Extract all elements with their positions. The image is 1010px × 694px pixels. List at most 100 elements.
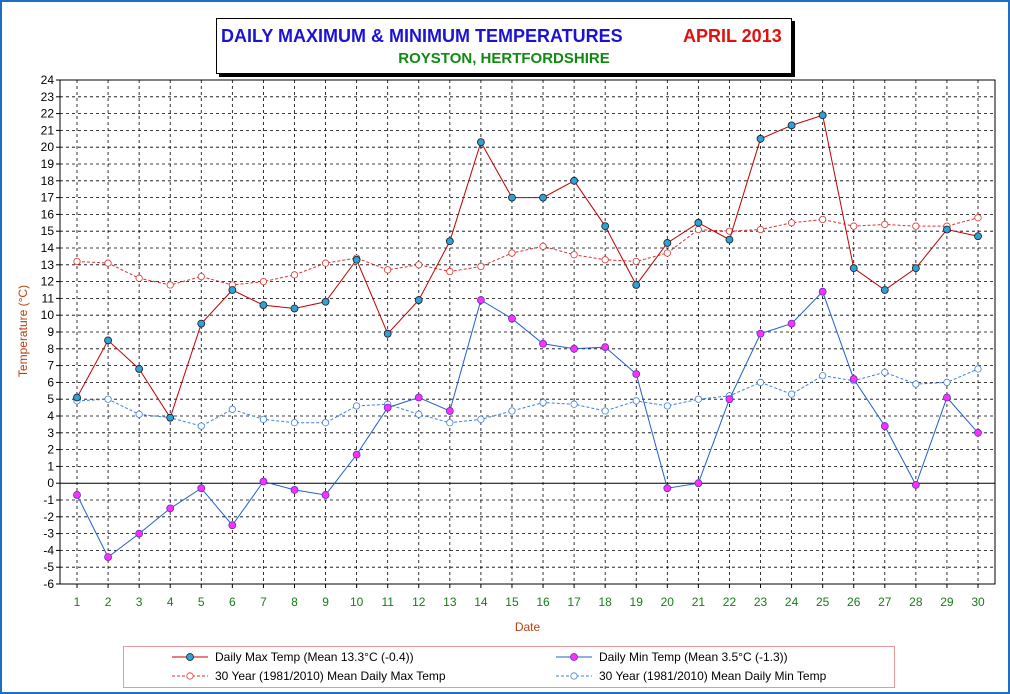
point-daily-min — [352, 450, 361, 459]
point-mean-max — [477, 262, 485, 271]
legend-label-max: Daily Max Temp (Mean 13.3°C (-0.4)) — [215, 650, 414, 664]
point-mean-min — [756, 378, 765, 386]
point-daily-max — [601, 222, 610, 231]
point-daily-min — [694, 479, 703, 488]
y-tick-label: -2 — [43, 510, 54, 524]
point-daily-max — [383, 329, 392, 338]
legend-symbols — [172, 653, 592, 680]
point-mean-min — [819, 372, 827, 380]
point-daily-max — [974, 232, 982, 241]
point-mean-max — [166, 281, 174, 289]
point-daily-min — [974, 428, 982, 437]
point-mean-min — [415, 410, 423, 418]
point-mean-max — [694, 225, 702, 234]
y-tick-label: 12 — [41, 275, 55, 289]
y-tick-label: -4 — [43, 543, 54, 557]
point-mean-max — [104, 259, 112, 267]
point-mean-min — [135, 410, 143, 418]
point-daily-max — [694, 218, 703, 227]
x-tick-label: 18 — [598, 595, 612, 609]
point-mean-max — [539, 242, 547, 250]
y-tick-label: 17 — [41, 191, 55, 205]
legend-label-mean-min: 30 Year (1981/2010) Mean Daily Min Temp — [599, 669, 827, 683]
point-mean-min — [570, 400, 578, 408]
point-daily-max — [352, 255, 361, 264]
x-tick-label: 1 — [74, 595, 81, 609]
point-mean-min — [259, 415, 268, 423]
series-mean-min — [73, 365, 982, 430]
x-tick-label: 7 — [260, 595, 267, 609]
chart-title-month: APRIL 2013 — [683, 26, 782, 46]
point-daily-max — [787, 121, 796, 130]
legend-label-mean-max: 30 Year (1981/2010) Mean Daily Max Temp — [215, 669, 446, 683]
point-mean-max — [663, 249, 671, 257]
point-mean-max — [570, 251, 578, 259]
legend: Daily Max Temp (Mean 13.3°C (-0.4)) 30 Y… — [123, 646, 895, 688]
series-daily-max — [73, 111, 982, 422]
point-daily-max — [632, 281, 641, 289]
point-mean-min — [321, 419, 330, 427]
point-daily-min — [663, 484, 672, 493]
point-mean-max — [850, 222, 858, 230]
point-daily-max — [508, 193, 516, 202]
point-mean-min — [290, 419, 299, 427]
point-daily-max — [663, 239, 672, 247]
plot-area — [59, 79, 996, 585]
point-daily-max — [290, 304, 299, 313]
point-daily-max — [321, 297, 330, 306]
y-tick-label: 19 — [41, 157, 55, 171]
y-tick-label: 0 — [47, 476, 54, 490]
chart-subtitle: ROYSTON, HERTFORDSHIRE — [398, 50, 610, 67]
point-mean-min — [446, 419, 454, 427]
point-daily-min — [943, 393, 951, 402]
x-tick-label: 9 — [322, 595, 329, 609]
point-mean-max — [197, 272, 205, 281]
series-daily-min — [73, 287, 982, 562]
x-tick-label: 21 — [692, 595, 706, 609]
point-daily-min — [880, 422, 889, 430]
point-daily-min — [756, 329, 765, 338]
y-tick-label: 2 — [47, 443, 54, 457]
point-daily-min — [508, 314, 516, 323]
point-daily-max — [135, 365, 144, 373]
point-daily-max — [476, 138, 485, 147]
point-mean-max — [508, 249, 516, 257]
point-mean-max — [135, 274, 143, 282]
point-daily-min — [787, 319, 796, 328]
x-tick-label: 16 — [536, 595, 550, 609]
y-tick-label: 15 — [41, 224, 55, 238]
x-tick-label: 10 — [350, 595, 364, 609]
x-tick-label: 19 — [630, 595, 644, 609]
point-daily-min — [445, 407, 454, 415]
point-daily-max — [943, 225, 951, 234]
point-daily-max — [73, 393, 81, 402]
point-daily-min — [290, 486, 299, 494]
point-mean-min — [974, 365, 982, 373]
y-tick-label: 5 — [47, 392, 54, 406]
point-daily-max — [725, 235, 734, 244]
point-mean-max — [819, 215, 827, 224]
point-mean-min — [477, 415, 485, 423]
y-tick-label: 22 — [41, 107, 55, 121]
point-mean-min — [508, 407, 516, 415]
point-mean-max — [756, 225, 765, 234]
point-daily-min — [601, 343, 610, 352]
point-daily-max — [570, 176, 579, 185]
point-daily-max — [414, 296, 423, 304]
y-tick-label: -3 — [43, 527, 54, 541]
y-tick-label: 13 — [41, 258, 55, 272]
point-daily-min — [476, 296, 485, 304]
y-tick-label: 10 — [41, 308, 55, 322]
legend-swatch-min — [556, 653, 592, 661]
x-tick-label: 29 — [940, 595, 954, 609]
point-mean-min — [943, 378, 951, 386]
point-daily-max — [228, 286, 237, 294]
point-daily-min — [414, 393, 423, 402]
point-mean-min — [539, 398, 547, 407]
x-tick-label: 11 — [381, 595, 394, 609]
point-mean-max — [632, 257, 640, 266]
y-tick-label: 23 — [41, 90, 55, 104]
point-daily-max — [911, 264, 920, 273]
title-box: DAILY MAXIMUM & MINIMUM TEMPERATURES APR… — [216, 18, 792, 74]
